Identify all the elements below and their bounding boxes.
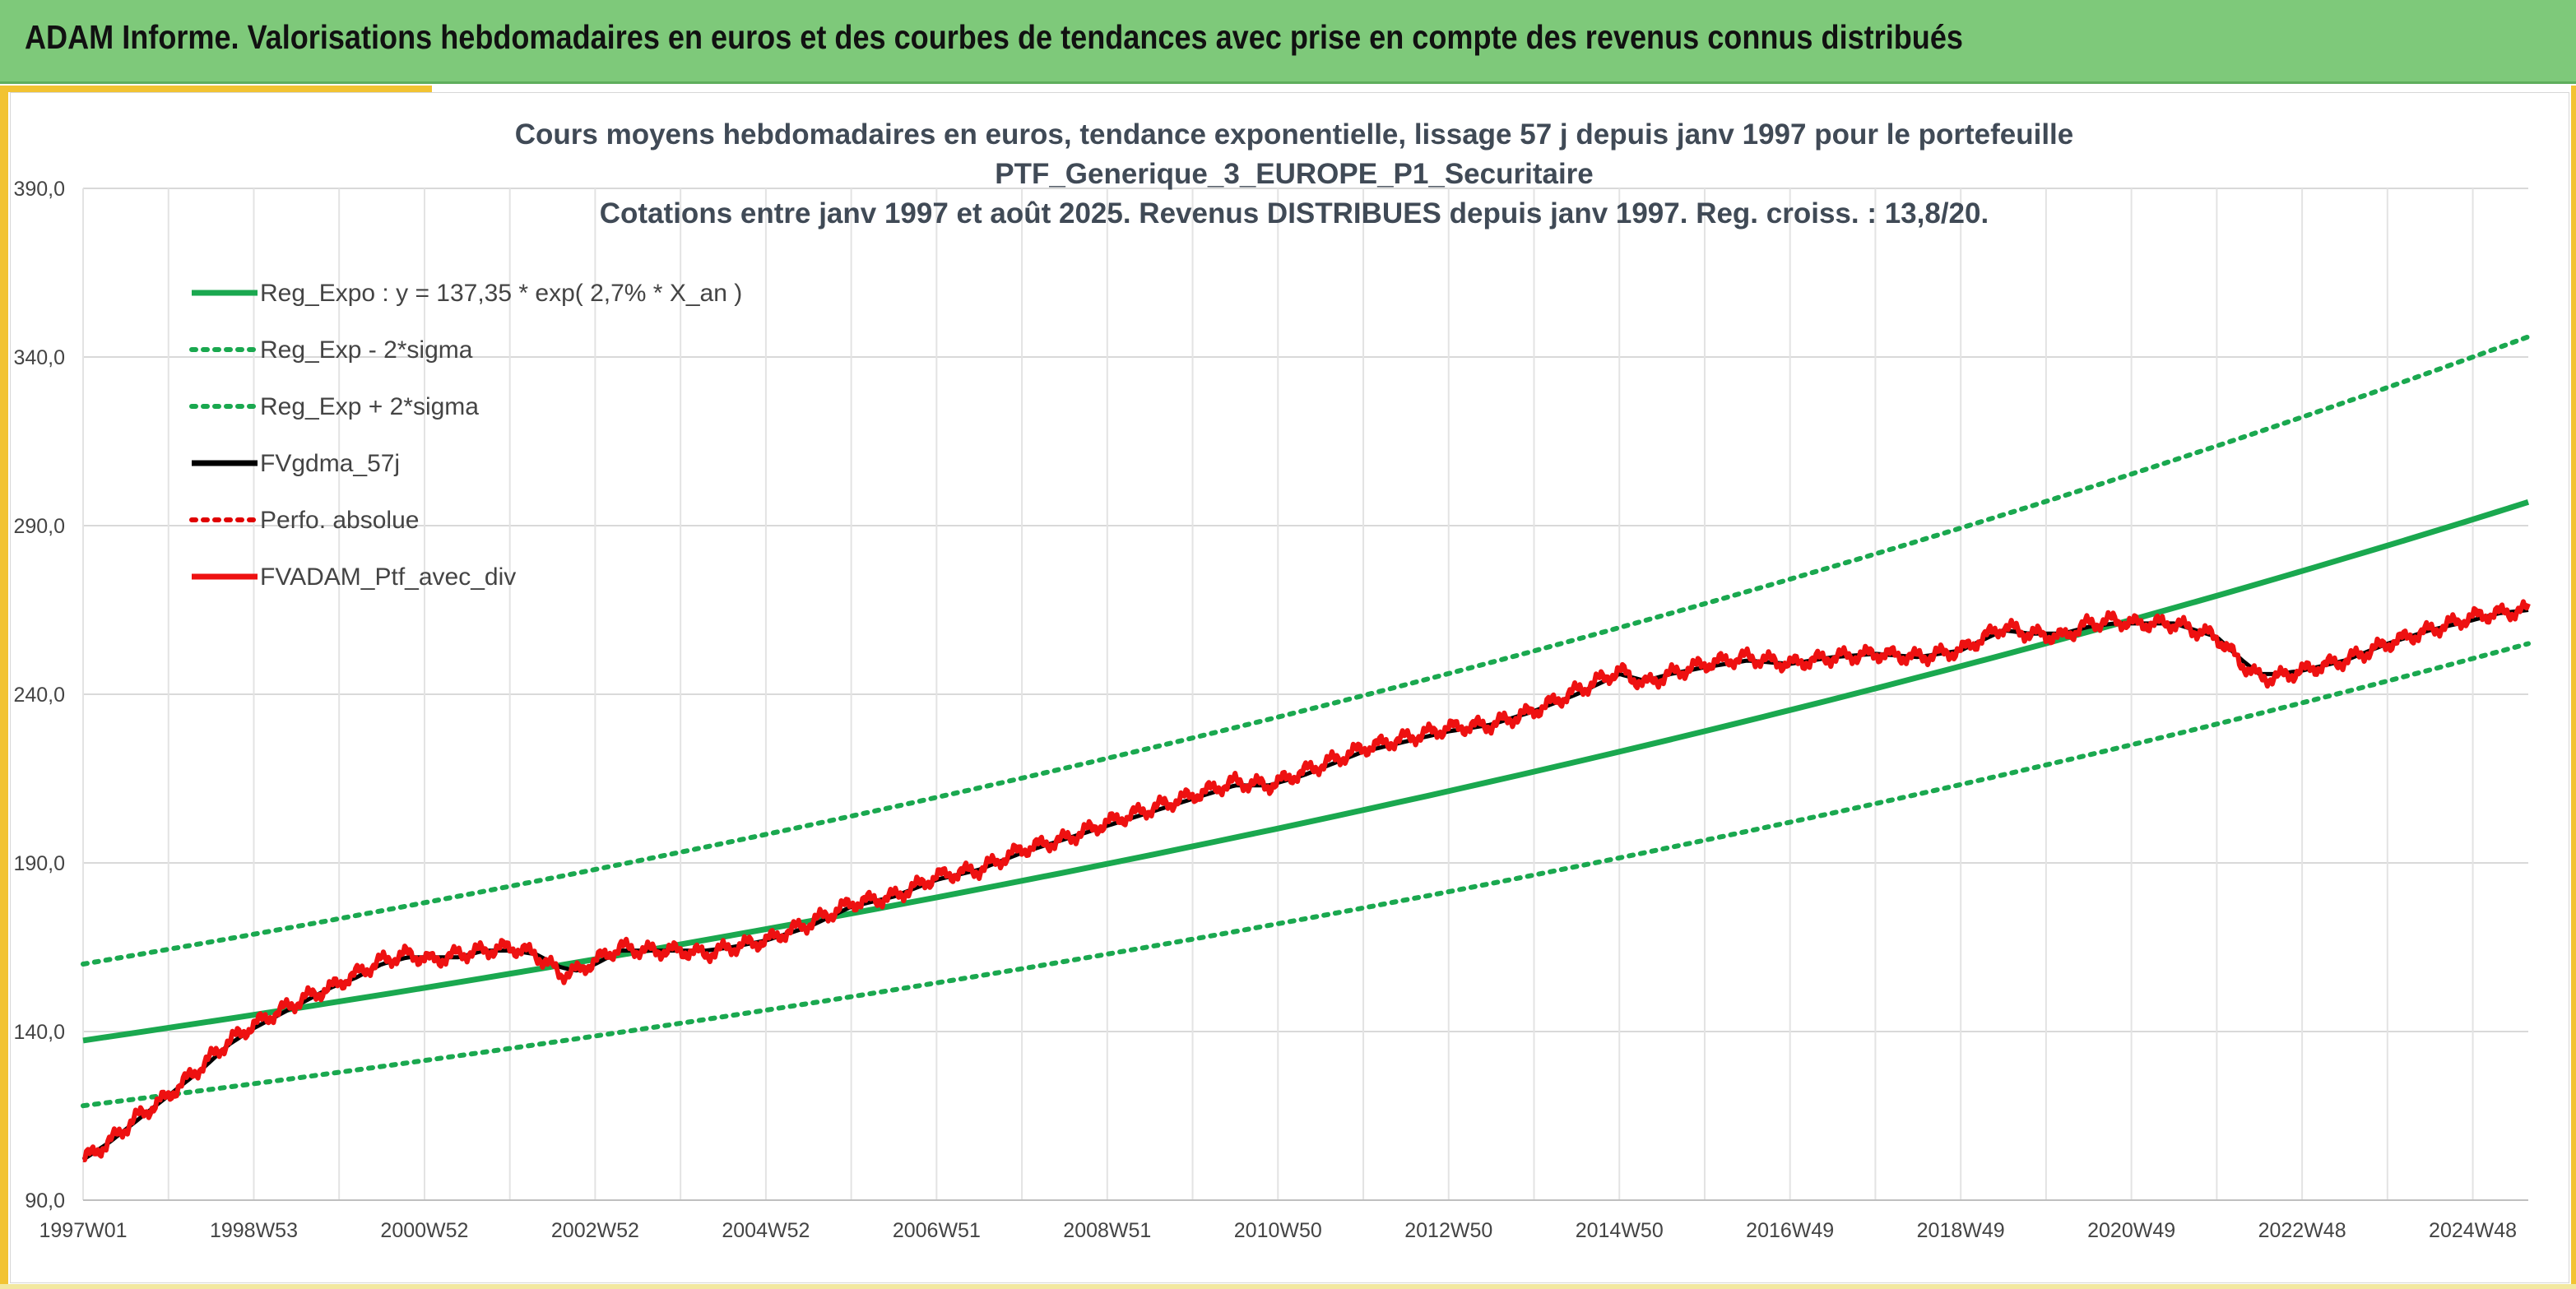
- series-fvadam-ptf-avec-div: [82, 599, 2531, 1162]
- x-tick-label: 2004W52: [722, 1219, 810, 1242]
- legend-label: FVADAM_Ptf_avec_div: [260, 563, 516, 591]
- y-tick-labels: 390,0 340,0 290,0 240,0 190,0 140,0 90,0: [13, 178, 65, 1212]
- accent-border-top: [0, 86, 432, 92]
- chart-title: Cours moyens hebdomadaires en euros, ten…: [515, 118, 2074, 230]
- accent-border-bottom: [0, 1284, 2576, 1289]
- series-fvgdma-57j: [81, 608, 2529, 1161]
- legend-label: Reg_Expo : y = 137,35 * exp( 2,7% * X_an…: [260, 280, 742, 307]
- x-tick-label: 2002W52: [551, 1219, 639, 1242]
- y-tick-label: 290,0: [13, 515, 65, 538]
- x-tick-label: 2014W50: [1576, 1219, 1664, 1242]
- series-reg-exp-minus-2sigma: [81, 641, 2531, 1109]
- y-tick-label: 390,0: [13, 178, 65, 201]
- x-tick-label: 2006W51: [893, 1219, 981, 1242]
- y-tick-label: 340,0: [13, 346, 65, 369]
- legend-label: Reg_Exp - 2*sigma: [260, 336, 473, 364]
- x-tick-label: 2016W49: [1746, 1219, 1834, 1242]
- chart-title-line-3: Cotations entre janv 1997 et août 2025. …: [600, 197, 1989, 230]
- grid-layer: [82, 188, 2528, 1201]
- series-reg-exp-plus-2sigma: [81, 334, 2531, 967]
- x-tick-label: 2010W50: [1234, 1219, 1322, 1242]
- chart-title-line-2: PTF_Generique_3_EUROPE_P1_Securitaire: [995, 158, 1594, 190]
- chart-svg: 390,0 340,0 290,0 240,0 190,0 140,0 90,0 1997W…: [13, 118, 2531, 1242]
- chart-frame: 390,0 340,0 290,0 240,0 190,0 140,0 90,0 1997W…: [10, 92, 2569, 1283]
- x-tick-label: 2008W51: [1063, 1219, 1151, 1242]
- legend-label: Perfo. absolue: [260, 507, 419, 534]
- banner-title: ADAM Informe. Valorisations hebdomadaire…: [25, 18, 1963, 56]
- x-tick-label: 1997W01: [39, 1219, 127, 1242]
- legend: Reg_Expo : y = 137,35 * exp( 2,7% * X_an…: [189, 280, 742, 591]
- x-tick-label: 2012W50: [1404, 1219, 1492, 1242]
- x-tick-labels: 1997W01 1998W53 2000W52 2002W52 2004W52 2006W…: [39, 1219, 2517, 1242]
- accent-border-left: [0, 86, 8, 1289]
- y-tick-label: 140,0: [13, 1021, 65, 1044]
- report-banner: ADAM Informe. Valorisations hebdomadaire…: [0, 0, 2576, 84]
- y-tick-label: 190,0: [13, 852, 65, 875]
- chart-title-line-1: Cours moyens hebdomadaires en euros, ten…: [515, 118, 2074, 151]
- y-tick-label: 90,0: [25, 1189, 65, 1212]
- x-tick-label: 2000W52: [380, 1219, 468, 1242]
- x-tick-label: 2024W48: [2429, 1219, 2517, 1242]
- accent-border-right: [2571, 86, 2576, 1289]
- x-tick-label: 2022W48: [2258, 1219, 2346, 1242]
- legend-label: FVgdma_57j: [260, 450, 400, 477]
- x-tick-label: 2018W49: [1917, 1219, 2005, 1242]
- x-tick-label: 2020W49: [2087, 1219, 2175, 1242]
- x-tick-label: 1998W53: [210, 1219, 298, 1242]
- y-tick-label: 240,0: [13, 684, 65, 707]
- legend-label: Reg_Exp + 2*sigma: [260, 393, 479, 420]
- series-layer: [81, 334, 2531, 1162]
